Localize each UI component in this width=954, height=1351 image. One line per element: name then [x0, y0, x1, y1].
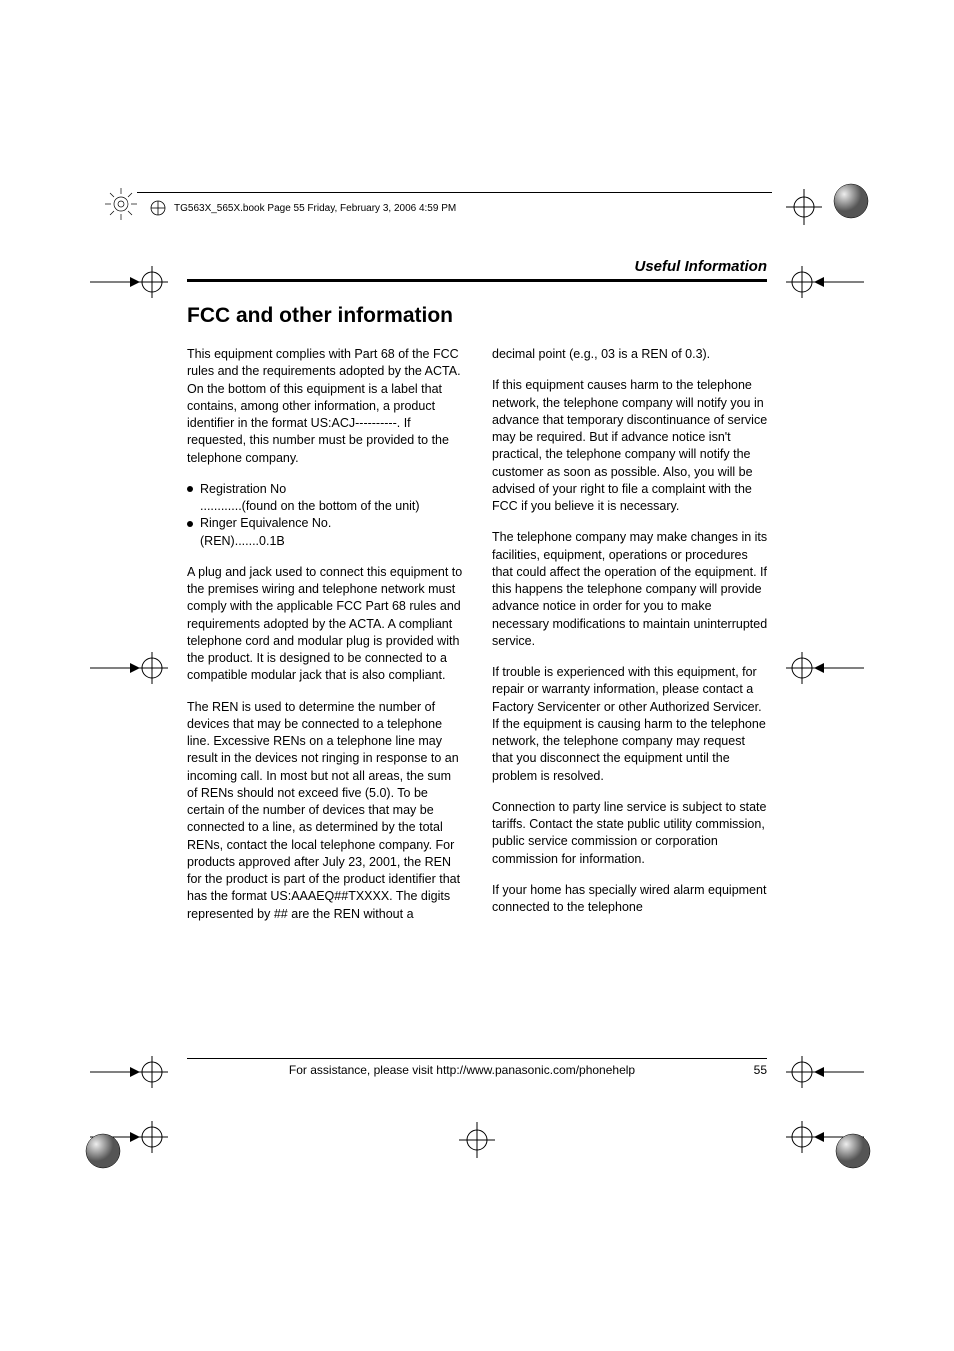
registration-ball: [834, 1132, 872, 1170]
registration-ball: [832, 182, 870, 220]
list-item-line: Ringer Equivalence No.: [200, 516, 331, 530]
footer-text: For assistance, please visit http://www.…: [187, 1063, 737, 1077]
right-column: decimal point (e.g., 03 is a REN of 0.3)…: [492, 346, 769, 923]
section-header: Useful Information: [187, 258, 767, 282]
cross-mark: [782, 185, 826, 229]
paragraph: If trouble is experienced with this equi…: [492, 664, 769, 785]
header-rule: [137, 192, 772, 193]
sunburst-mark: [105, 188, 137, 220]
two-column-layout: This equipment complies with Part 68 of …: [187, 346, 767, 923]
paragraph: If this equipment causes harm to the tel…: [492, 377, 769, 515]
page-content: Useful Information FCC and other informa…: [187, 258, 767, 923]
paragraph: The telephone company may make changes i…: [492, 529, 769, 650]
paragraph: Connection to party line service is subj…: [492, 799, 769, 868]
page-footer: For assistance, please visit http://www.…: [187, 1058, 767, 1077]
paragraph: A plug and jack used to connect this equ…: [187, 564, 464, 685]
list-item-line: ............(found on the bottom of the …: [200, 499, 420, 513]
paragraph: The REN is used to determine the number …: [187, 699, 464, 923]
crop-mark: [784, 1050, 864, 1094]
paragraph: If your home has specially wired alarm e…: [492, 882, 769, 917]
crop-mark: [784, 646, 864, 690]
list-item: Ringer Equivalence No. (REN).......0.1B: [187, 515, 464, 550]
left-column: This equipment complies with Part 68 of …: [187, 346, 464, 923]
paragraph: decimal point (e.g., 03 is a REN of 0.3)…: [492, 346, 769, 363]
book-header-text: TG563X_565X.book Page 55 Friday, Februar…: [174, 203, 456, 214]
crop-mark: [90, 1050, 170, 1094]
crop-mark: [90, 646, 170, 690]
registration-ball: [84, 1132, 122, 1170]
crop-mark: [784, 260, 864, 304]
cross-mark: [455, 1118, 499, 1162]
page-number: 55: [737, 1063, 767, 1077]
bullet-list: Registration No ............(found on th…: [187, 481, 464, 550]
page-title: FCC and other information: [187, 304, 767, 328]
list-item: Registration No ............(found on th…: [187, 481, 464, 516]
list-item-line: Registration No: [200, 482, 286, 496]
paragraph: This equipment complies with Part 68 of …: [187, 346, 464, 467]
list-item-line: (REN).......0.1B: [200, 534, 285, 548]
crop-mark: [90, 260, 170, 304]
book-page-header: TG563X_565X.book Page 55 Friday, Februar…: [150, 200, 456, 216]
